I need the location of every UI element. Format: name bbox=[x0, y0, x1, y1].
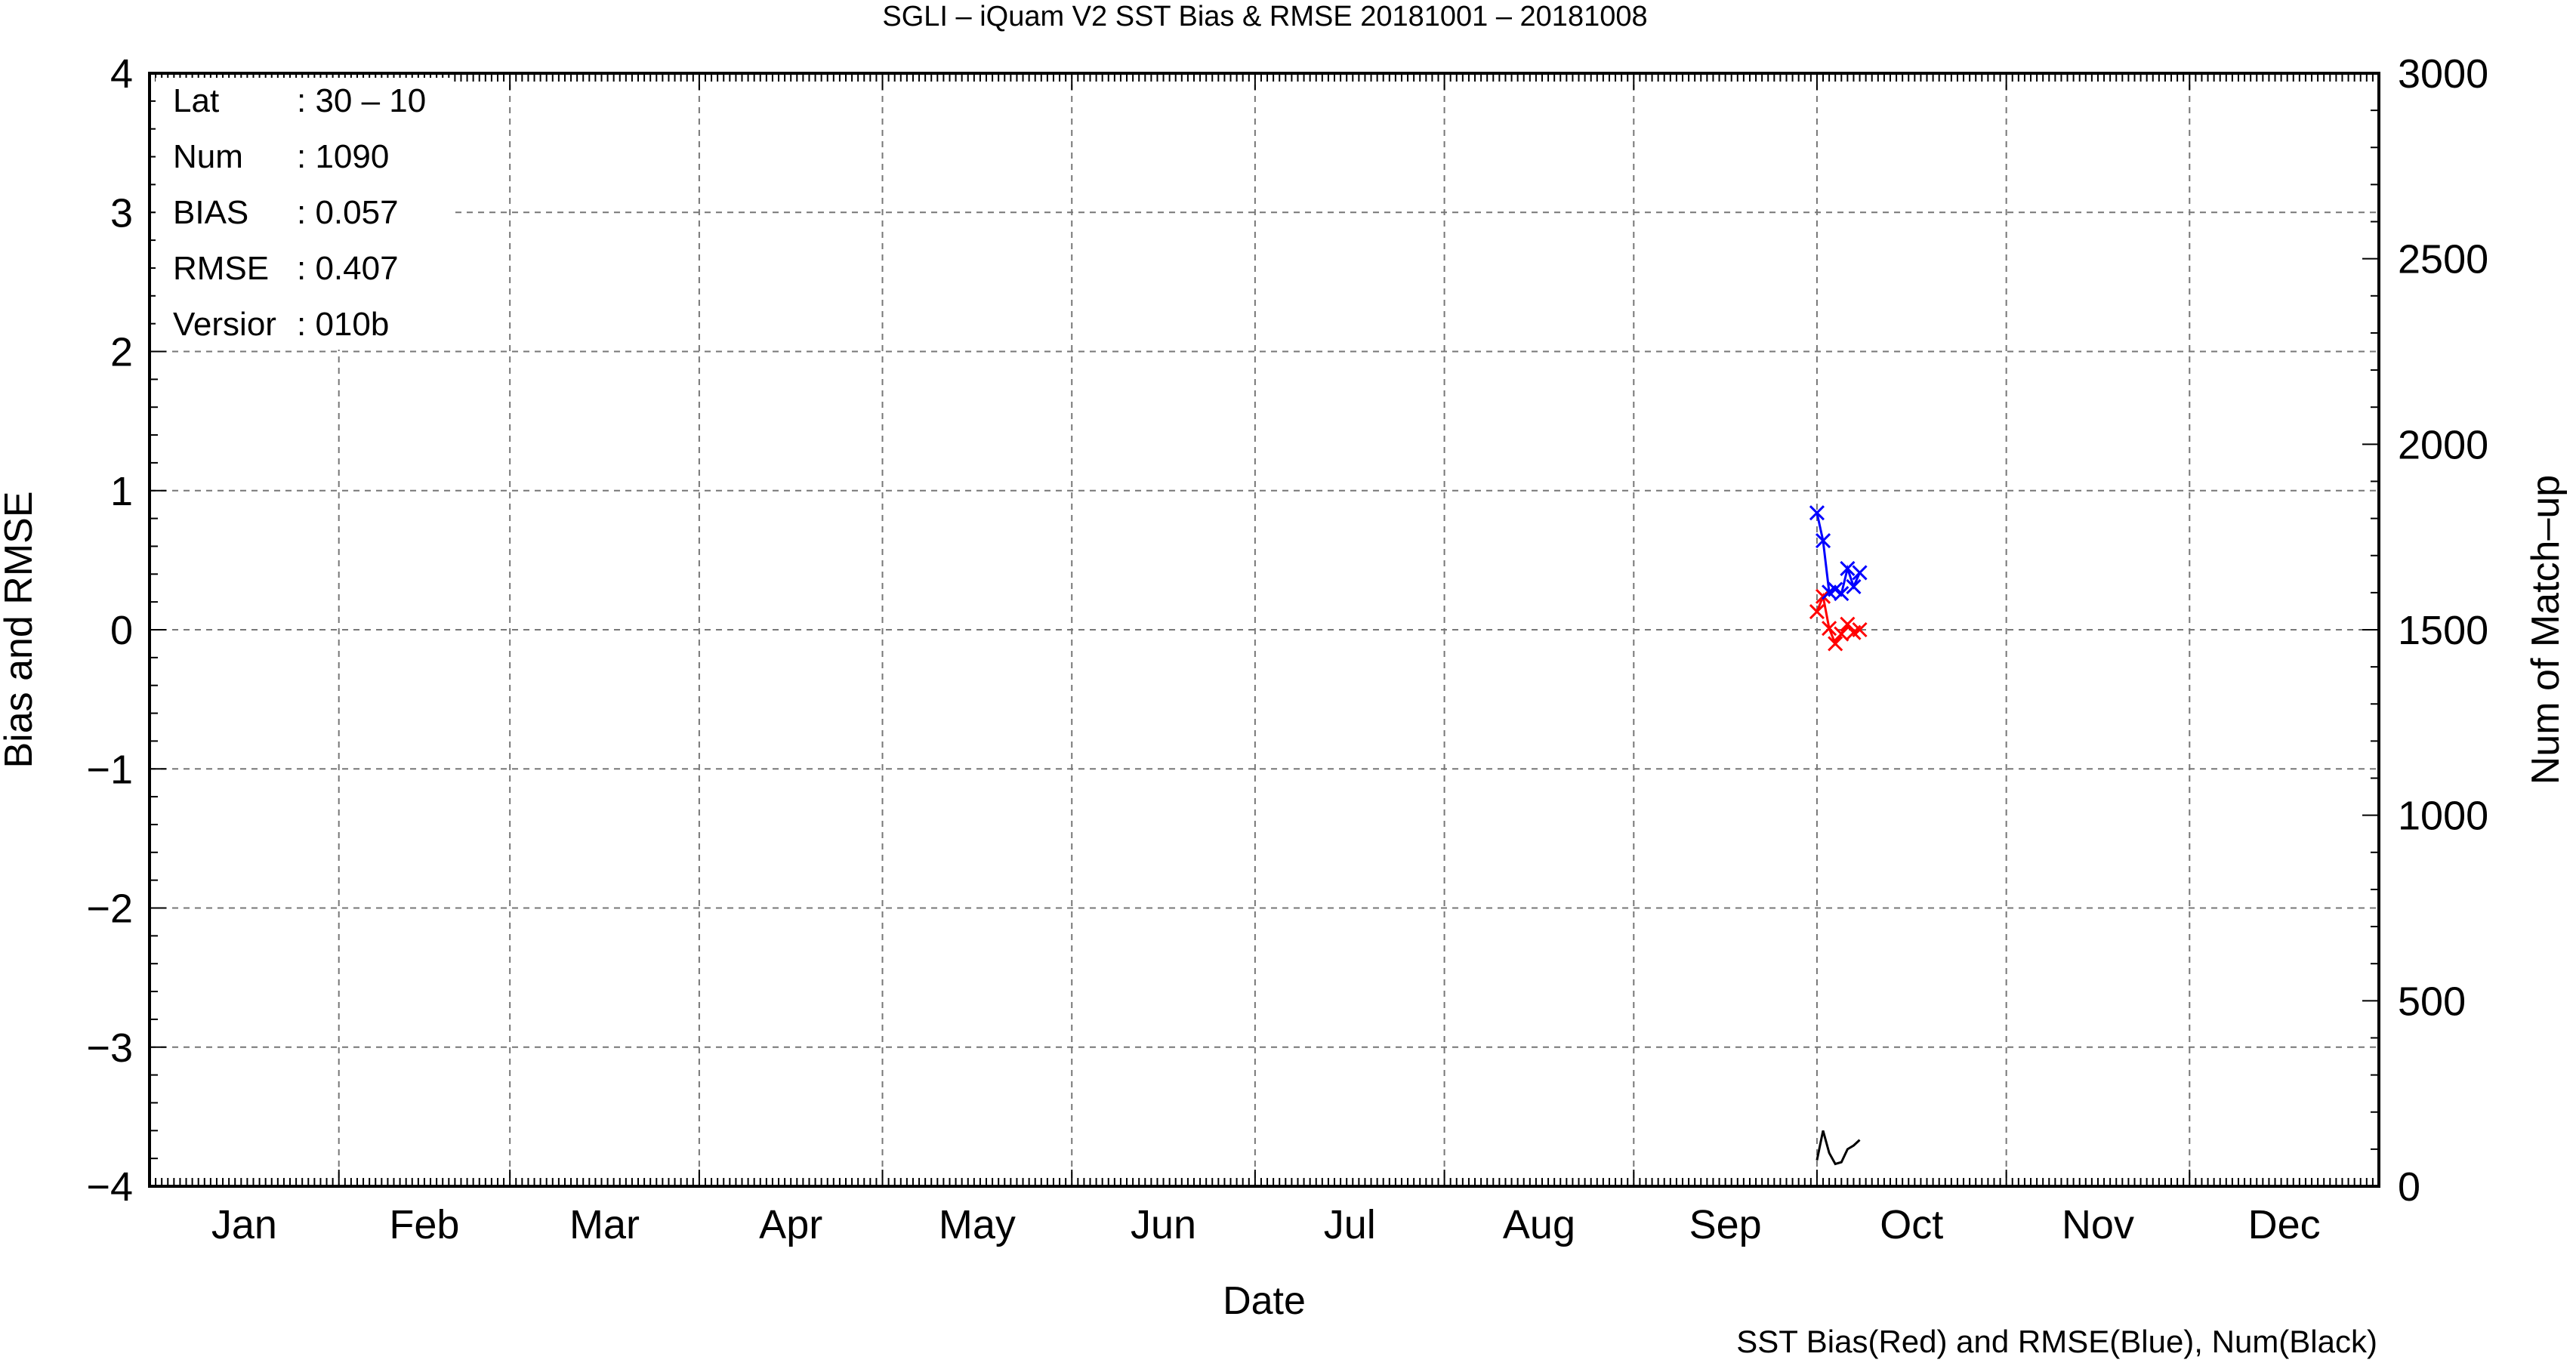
footnote: SST Bias(Red) and RMSE(Blue), Num(Black) bbox=[1736, 1324, 2377, 1359]
stats-box: Lat : 30 – 10 Num : 1090 BIAS : 0.057 RMSE : 0.… bbox=[156, 78, 452, 350]
stats-background bbox=[156, 78, 452, 350]
stats-key: Versior bbox=[173, 306, 276, 343]
point-stroke bbox=[1828, 581, 1843, 597]
right-y-axis-label: Num of Match–up bbox=[2524, 475, 2568, 785]
point-stroke bbox=[1840, 560, 1856, 576]
stats-value: : 30 – 10 bbox=[297, 82, 426, 119]
bias-point bbox=[1809, 603, 1825, 620]
point-stroke bbox=[1815, 533, 1831, 549]
point-stroke bbox=[1822, 621, 1837, 637]
month-label: Aug bbox=[1503, 1202, 1575, 1247]
stats-value: : 010b bbox=[297, 306, 389, 343]
bias-point bbox=[1834, 626, 1849, 642]
stats-value: : 0.057 bbox=[297, 194, 399, 231]
month-label: May bbox=[939, 1202, 1016, 1247]
left-y-tick-label: 2 bbox=[110, 330, 133, 375]
month-label: Feb bbox=[389, 1202, 459, 1247]
x-axis-label: Date bbox=[1223, 1279, 1306, 1323]
point-stroke bbox=[1834, 586, 1849, 602]
rmse-point bbox=[1834, 586, 1849, 602]
stats-value: : 1090 bbox=[297, 138, 389, 175]
month-label: Nov bbox=[2062, 1202, 2134, 1247]
rmse-point bbox=[1815, 533, 1831, 549]
point-stroke bbox=[1846, 578, 1862, 594]
left-y-tick-label: 3 bbox=[110, 190, 133, 236]
point-stroke bbox=[1840, 616, 1856, 632]
num-line bbox=[1816, 1130, 1861, 1166]
right-y-tick-label: 2000 bbox=[2398, 422, 2488, 467]
bias-point bbox=[1822, 621, 1837, 637]
chart-title: SGLI – iQuam V2 SST Bias & RMSE 20181001… bbox=[882, 1, 1647, 32]
right-y-tick-label: 1500 bbox=[2398, 608, 2488, 653]
right-y-tick-label: 3000 bbox=[2398, 51, 2488, 97]
month-label: Apr bbox=[759, 1202, 822, 1247]
month-label: Mar bbox=[569, 1202, 640, 1247]
stats-key: RMSE bbox=[173, 250, 269, 287]
left-y-tick-label: 1 bbox=[110, 469, 133, 514]
x-tick-labels: Jan Feb Mar Apr May Jun Jul Aug Sep Oct Nov Dec bbox=[211, 1202, 2321, 1247]
point-stroke bbox=[1809, 603, 1825, 620]
left-y-axis-label: Bias and RMSE bbox=[0, 491, 41, 768]
right-y-tick-label: 500 bbox=[2398, 979, 2466, 1024]
bias-point bbox=[1840, 616, 1856, 632]
rmse-point bbox=[1852, 565, 1868, 581]
left-y-tick-label: −3 bbox=[86, 1025, 133, 1071]
month-label: Jul bbox=[1324, 1202, 1376, 1247]
point-stroke bbox=[1852, 565, 1868, 581]
month-label: Sep bbox=[1689, 1202, 1762, 1247]
right-y-tick-labels: 3000 2500 2000 1500 1000 500 0 bbox=[2398, 51, 2488, 1210]
month-label: Jun bbox=[1131, 1202, 1196, 1247]
stats-value: : 0.407 bbox=[297, 250, 399, 287]
rmse-point bbox=[1846, 578, 1862, 594]
point-stroke bbox=[1852, 621, 1868, 638]
left-y-tick-label: 4 bbox=[110, 51, 133, 97]
series-layer bbox=[1809, 505, 1868, 1166]
rmse-point bbox=[1809, 505, 1825, 521]
bias-point bbox=[1852, 621, 1868, 638]
rmse-point bbox=[1840, 560, 1856, 576]
left-y-tick-labels: 4 3 2 1 0 −1 −2 −3 −4 bbox=[86, 51, 133, 1210]
stats-key: BIAS bbox=[173, 194, 248, 231]
point-stroke bbox=[1834, 626, 1849, 642]
month-label: Jan bbox=[211, 1202, 277, 1247]
left-y-tick-label: −2 bbox=[86, 886, 133, 932]
grid-lines bbox=[150, 73, 2379, 1186]
left-y-tick-label: −1 bbox=[86, 747, 133, 792]
stats-key: Lat bbox=[173, 82, 219, 119]
right-y-tick-label: 2500 bbox=[2398, 237, 2488, 282]
point-stroke bbox=[1828, 636, 1843, 652]
bias-point bbox=[1828, 636, 1843, 652]
plot-frame bbox=[148, 72, 2380, 1188]
point-stroke bbox=[1809, 505, 1825, 521]
right-y-tick-label: 0 bbox=[2398, 1164, 2420, 1210]
stats-key: Num bbox=[173, 138, 243, 175]
month-label: Oct bbox=[1880, 1202, 1943, 1247]
right-y-tick-label: 1000 bbox=[2398, 794, 2488, 839]
left-y-tick-label: 0 bbox=[110, 608, 133, 653]
month-label: Dec bbox=[2248, 1202, 2321, 1247]
left-y-tick-label: −4 bbox=[86, 1164, 133, 1210]
